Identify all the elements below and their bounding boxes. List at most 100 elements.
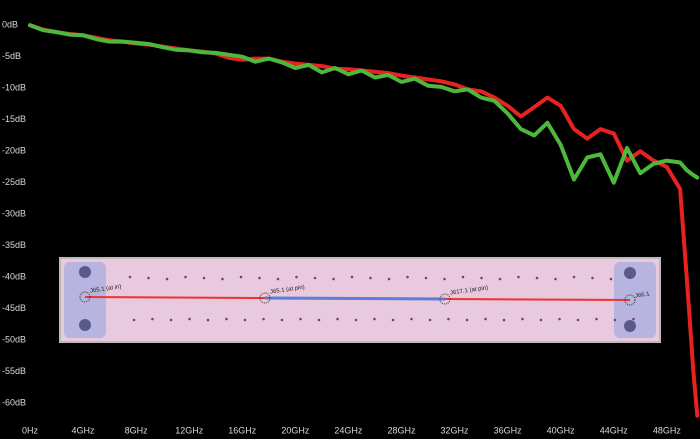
y-tick-label: -20dB [2, 146, 26, 156]
y-tick-label: -15dB [2, 114, 26, 124]
y-tick-label: -10dB [2, 83, 26, 93]
inset-label: J617.1 (at pin) [450, 285, 489, 296]
via-dot [239, 275, 243, 279]
via-dot [461, 275, 465, 279]
via-dot [336, 317, 339, 321]
via [624, 294, 636, 306]
y-tick-label: -45dB [2, 303, 26, 313]
y-tick-label: 0dB [2, 20, 18, 30]
trace [264, 296, 446, 301]
pad-area [64, 262, 106, 338]
via-dot [424, 276, 428, 280]
via-dot [609, 277, 613, 281]
via-dot [184, 275, 187, 279]
via-dot [447, 317, 450, 321]
via-dot [465, 318, 469, 322]
trace [84, 296, 266, 299]
via [624, 267, 636, 279]
x-tick-label: 40GHz [547, 425, 576, 435]
y-tick-label: -50dB [2, 334, 26, 344]
via-dot [313, 276, 317, 280]
x-tick-label: 48GHz [653, 425, 682, 435]
via-dot [299, 317, 302, 321]
via-dot [521, 317, 524, 321]
x-tick-label: 0Hz [22, 425, 39, 435]
via [259, 292, 271, 304]
via-dot [535, 276, 539, 280]
via-dot [225, 317, 228, 321]
via-dot [206, 318, 210, 322]
via-dot [369, 276, 372, 280]
via-dot [613, 318, 617, 322]
via-dot [276, 277, 280, 281]
via-dots [128, 275, 635, 322]
via-dot [280, 318, 284, 322]
via-dot [295, 275, 298, 279]
via-dot [517, 275, 520, 279]
via [624, 320, 636, 332]
series-line [28, 23, 700, 185]
via-dot [591, 276, 594, 280]
inset-label: J65.1 (at pin) [270, 285, 306, 296]
via-dot [572, 275, 576, 279]
via [79, 266, 91, 278]
via-dot [391, 318, 395, 322]
via-dot [132, 318, 136, 322]
via-dot [628, 275, 631, 279]
via-dot [202, 276, 206, 280]
via-dot [539, 318, 543, 322]
layout-inset: J65.1 (at in) J65.1 (at pin) J617.1 (at … [59, 257, 661, 343]
via-dot [151, 317, 154, 321]
plot-lines [28, 23, 700, 418]
via-dot [410, 317, 413, 321]
y-tick-label: -5dB [2, 51, 21, 61]
y-tick-label: -35dB [2, 240, 26, 250]
via-dot [428, 318, 432, 322]
via [79, 319, 91, 331]
via-dot [165, 277, 169, 281]
via-dot [443, 277, 446, 281]
y-tick-label: -55dB [2, 366, 26, 376]
axis-labels: 0dB -5dB -10dB -15dB -20dB -25dB -30dB -35dB -40… [2, 20, 681, 436]
via [439, 293, 451, 305]
y-tick-label: -60dB [2, 397, 26, 407]
x-tick-label: 28GHz [387, 425, 416, 435]
x-tick-label: 20GHz [281, 425, 310, 435]
via-dot [373, 317, 376, 321]
via-dot [576, 318, 580, 322]
via-dot [595, 317, 598, 321]
inset-label: J65.1 (at in) [90, 284, 122, 294]
via-dot [128, 275, 132, 279]
via-dot [387, 277, 391, 281]
x-tick-label: 36GHz [494, 425, 523, 435]
y-tick-label: -40dB [2, 272, 26, 282]
via-dot [258, 276, 261, 280]
via-dot [632, 317, 635, 321]
via-dot [502, 318, 506, 322]
via-dot [332, 277, 335, 281]
via-dot [350, 275, 354, 279]
y-tick-label: -30dB [2, 209, 26, 219]
via-dot [498, 277, 502, 281]
via [79, 291, 91, 303]
via-dot [480, 276, 483, 280]
x-tick-label: 4GHz [72, 425, 96, 435]
via-dot [558, 317, 561, 321]
x-tick-label: 8GHz [125, 425, 149, 435]
via-dot [147, 276, 150, 280]
via-dot [406, 275, 409, 279]
via-dot [262, 317, 265, 321]
via-dot [243, 318, 247, 322]
trace [444, 298, 631, 301]
x-tick-label: 24GHz [334, 425, 363, 435]
x-tick-label: 16GHz [228, 425, 257, 435]
via-dot [354, 318, 358, 322]
via-dot [317, 318, 321, 322]
y-tick-label: -25dB [2, 177, 26, 187]
via-dot [484, 317, 487, 321]
x-tick-label: 32GHz [441, 425, 470, 435]
x-tick-label: 12GHz [175, 425, 204, 435]
